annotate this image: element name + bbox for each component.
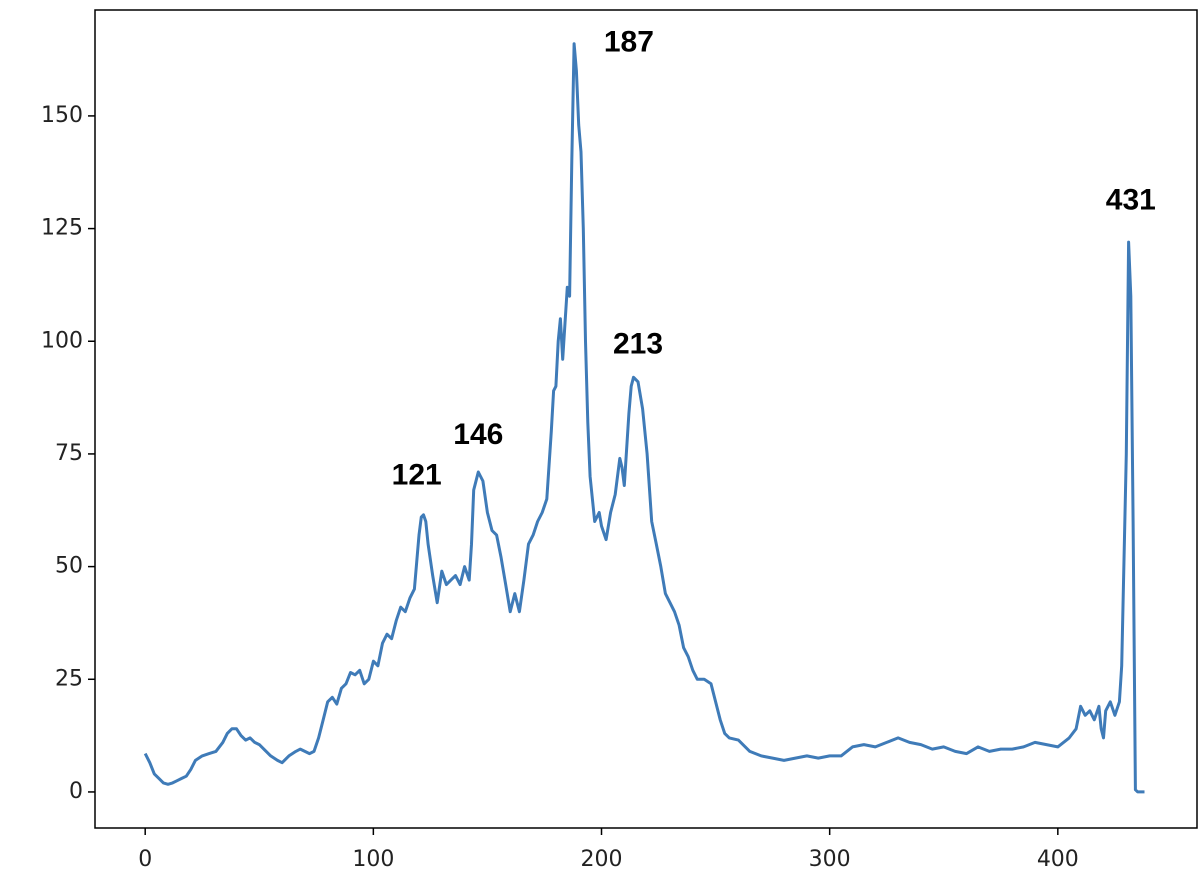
y-tick-label: 100 xyxy=(41,328,83,353)
y-tick-label: 0 xyxy=(69,779,83,804)
data-line xyxy=(143,42,1145,794)
annotation: 187 xyxy=(604,26,654,59)
y-tick-label: 125 xyxy=(41,216,83,241)
y-tick-label: 25 xyxy=(55,666,83,691)
y-tick-label: 150 xyxy=(41,103,83,128)
x-tick-label: 0 xyxy=(138,847,152,872)
annotation: 431 xyxy=(1106,183,1156,216)
x-tick-label: 200 xyxy=(581,847,623,872)
y-tick-label: 50 xyxy=(55,554,83,579)
annotation: 213 xyxy=(613,328,663,361)
y-tick-label: 75 xyxy=(55,441,83,466)
plot-frame xyxy=(94,9,1198,829)
annotation: 121 xyxy=(392,458,442,491)
x-tick-label: 300 xyxy=(809,847,851,872)
x-tick-label: 400 xyxy=(1037,847,1079,872)
annotation: 146 xyxy=(453,418,503,451)
x-tick-label: 100 xyxy=(352,847,394,872)
